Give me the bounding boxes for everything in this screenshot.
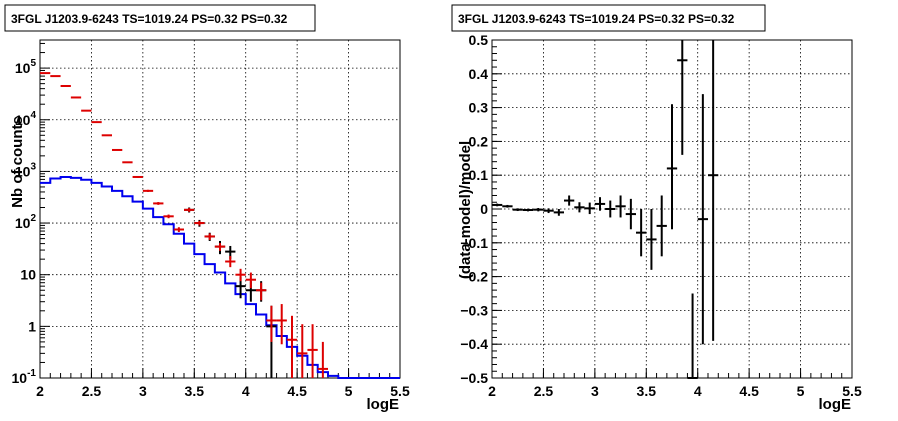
right-x-tick-label: 4.5	[739, 383, 759, 399]
left-ylabel: Nb of counts	[9, 116, 26, 208]
left-x-tick-label: 5	[345, 383, 353, 399]
left-x-tick-label: 5.5	[390, 383, 410, 399]
right-y-tick-label: −0.4	[460, 336, 488, 352]
left-y-tick-label: 102	[15, 213, 37, 231]
left-marks	[40, 72, 400, 379]
right-ticks: 2 2.5 3 3.5 4 4.5 5 5.5 −0.5 −0.4 −0.3 −0.2 −0.1 0 0.1…	[460, 32, 862, 399]
right-ylabel: (data-model)/model	[457, 141, 474, 279]
right-y-tick-label: −0.1	[460, 235, 488, 251]
right-title-box	[451, 4, 766, 32]
right-marks	[492, 40, 719, 379]
right-y-tick-label: 0.1	[469, 167, 489, 183]
right-x-tick-label: 5.5	[842, 383, 862, 399]
right-y-tick-label: 0.3	[469, 100, 489, 116]
right-xlabel: logE	[819, 396, 852, 413]
left-panel: 3FGL J1203.9-6243 TS=1019.24 PS=0.32 PS=…	[4, 4, 410, 413]
right-y-tick-label: 0.2	[469, 133, 489, 149]
right-panel: 3FGL J1203.9-6243 TS=1019.24 PS=0.32 PS=…	[451, 4, 862, 413]
left-y-tick-label: 104	[15, 110, 37, 128]
right-title: 3FGL J1203.9-6243 TS=1019.24 PS=0.32 PS=…	[458, 12, 735, 26]
left-x-tick-label: 2	[36, 383, 44, 399]
left-title: 3FGL J1203.9-6243 TS=1019.24 PS=0.32 PS=…	[11, 12, 288, 26]
left-x-tick-label: 3.5	[185, 383, 205, 399]
left-x-tick-label: 4.5	[287, 383, 307, 399]
right-y-tick-label: 0	[480, 201, 488, 217]
left-grid	[40, 40, 400, 378]
right-x-tick-label: 2	[488, 383, 496, 399]
left-x-tick-label: 2.5	[82, 383, 102, 399]
left-ticks: 2 2.5 3 3.5 4 4.5 5 5.5 10-1 1 10 102 103 104 105	[12, 42, 410, 399]
right-x-tick-label: 5	[797, 383, 805, 399]
right-y-tick-label: −0.5	[460, 370, 488, 386]
model-step-line	[40, 175, 400, 379]
left-plot-frame	[39, 39, 401, 379]
right-x-tick-label: 3.5	[637, 383, 657, 399]
left-xlabel: logE	[367, 396, 400, 413]
left-title-box	[4, 4, 316, 32]
left-y-tick-label: 103	[15, 161, 37, 179]
left-y-tick-label: 10	[20, 267, 36, 283]
right-x-tick-label: 4	[694, 383, 702, 399]
right-y-tick-label: −0.3	[460, 302, 488, 318]
left-y-tick-label: 105	[15, 58, 37, 76]
right-y-tick-label: −0.2	[460, 269, 488, 285]
right-x-tick-label: 3	[591, 383, 599, 399]
right-x-tick-label: 2.5	[534, 383, 554, 399]
right-y-tick-label: 0.4	[469, 66, 489, 82]
right-y-tick-label: 0.5	[469, 32, 489, 48]
left-x-tick-label: 3	[139, 383, 147, 399]
left-y-tick-label: 10-1	[12, 368, 37, 386]
left-y-tick-label: 1	[28, 318, 36, 334]
left-x-tick-label: 4	[242, 383, 250, 399]
